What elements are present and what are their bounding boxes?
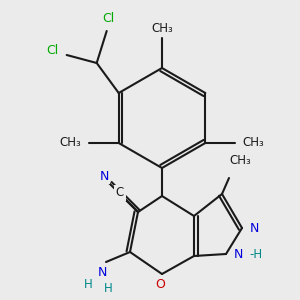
Text: CH₃: CH₃: [242, 136, 264, 149]
Text: N: N: [99, 169, 109, 182]
Text: H: H: [84, 278, 92, 290]
Text: -H: -H: [249, 248, 262, 260]
Text: H: H: [103, 281, 112, 295]
Text: N: N: [233, 248, 243, 260]
Text: CH₃: CH₃: [60, 136, 82, 149]
Text: Cl: Cl: [103, 11, 115, 25]
Text: N: N: [249, 221, 259, 235]
Text: Cl: Cl: [46, 44, 59, 58]
Text: CH₃: CH₃: [151, 22, 173, 34]
Text: N: N: [97, 266, 107, 278]
Text: O: O: [155, 278, 165, 290]
Text: CH₃: CH₃: [229, 154, 251, 166]
Text: C: C: [116, 187, 124, 200]
